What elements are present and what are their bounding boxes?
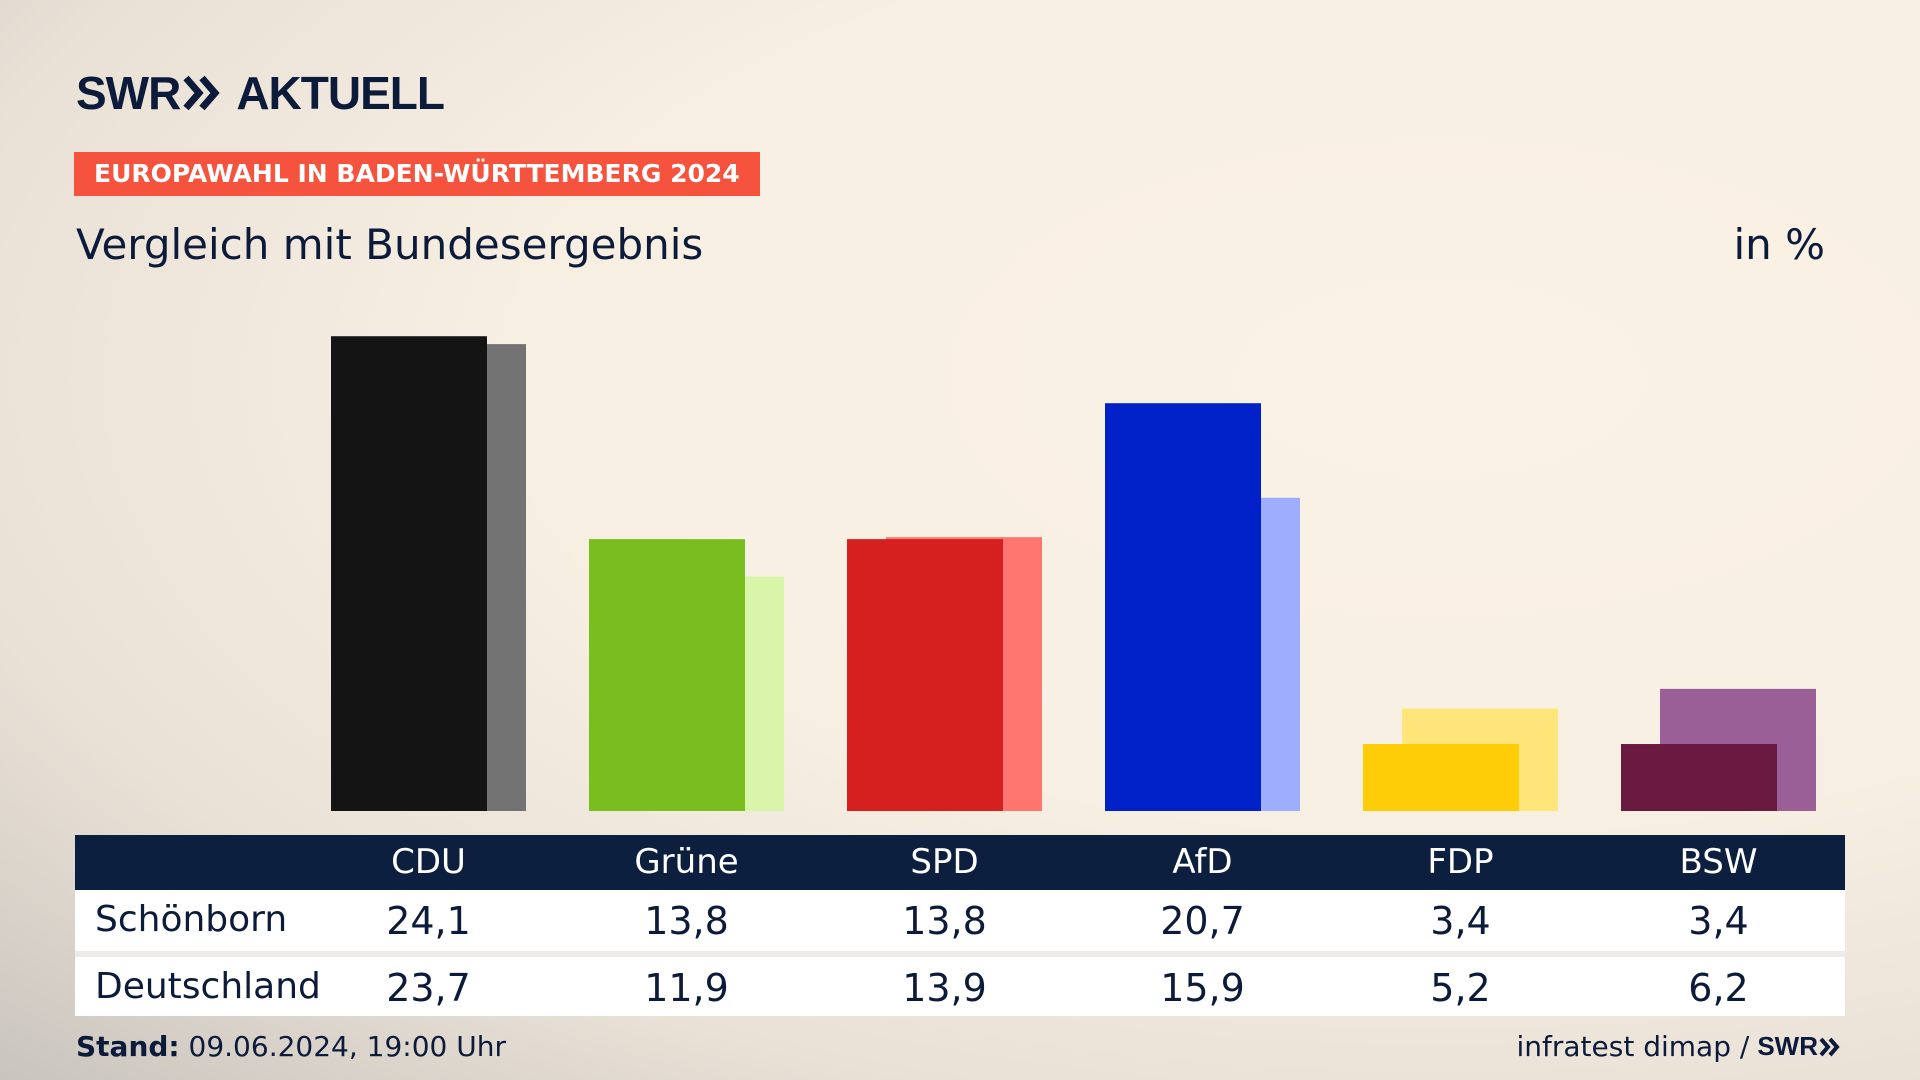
header-bsw: BSW xyxy=(1679,842,1758,882)
value-deutschland-gruene: 11,9 xyxy=(644,966,729,1010)
bar-schoenborn-afd xyxy=(1105,403,1261,811)
value-schoenborn-spd: 13,8 xyxy=(902,899,987,943)
header-spd: SPD xyxy=(910,842,979,882)
stand-label: Stand: xyxy=(76,1030,180,1063)
bar-schoenborn-gruene xyxy=(589,539,745,811)
timestamp: Stand: 09.06.2024, 19:00 Uhr xyxy=(76,1030,506,1063)
value-schoenborn-afd: 20,7 xyxy=(1160,899,1245,943)
logo-aktuell-text: AKTUELL xyxy=(236,67,445,119)
source-credit: infratest dimap / SWR xyxy=(1517,1030,1843,1063)
chart-subtitle: Vergleich mit Bundesergebnis xyxy=(76,220,704,269)
value-schoenborn-bsw: 3,4 xyxy=(1688,899,1749,943)
value-deutschland-bsw: 6,2 xyxy=(1688,966,1749,1010)
value-deutschland-fdp: 5,2 xyxy=(1430,966,1491,1010)
results-table: CDU Grüne SPD AfD FDP BSW Schönborn 24,1 13,8 1… xyxy=(75,835,1845,1016)
value-schoenborn-cdu: 24,1 xyxy=(386,899,471,943)
value-schoenborn-fdp: 3,4 xyxy=(1430,899,1491,943)
swr-aktuell-logo: SWR AKTUELL xyxy=(76,66,445,120)
table-row-schoenborn: Schönborn 24,1 13,8 13,8 20,7 3,4 3,4 xyxy=(75,890,1845,957)
row-label-schoenborn: Schönborn xyxy=(95,899,288,940)
bar-schoenborn-bsw xyxy=(1621,744,1777,811)
value-deutschland-afd: 15,9 xyxy=(1160,966,1245,1010)
unit-label: in % xyxy=(1733,220,1825,269)
header-fdp: FDP xyxy=(1427,842,1494,882)
value-deutschland-spd: 13,9 xyxy=(902,966,987,1010)
header-afd: AfD xyxy=(1172,842,1233,882)
value-schoenborn-gruene: 13,8 xyxy=(644,899,729,943)
row-label-deutschland: Deutschland xyxy=(95,966,321,1007)
stand-value: 09.06.2024, 19:00 Uhr xyxy=(188,1030,506,1063)
election-tag: EUROPAWAHL IN BADEN-WÜRTTEMBERG 2024 xyxy=(74,152,760,196)
small-double-chevron-icon xyxy=(1819,1037,1840,1056)
table-row-deutschland: Deutschland 23,7 11,9 13,9 15,9 5,2 6,2 xyxy=(75,957,1845,1016)
bar-schoenborn-cdu xyxy=(331,336,487,811)
source-swr-logo: SWR xyxy=(1757,1031,1818,1061)
double-chevron-icon xyxy=(183,75,220,111)
bar-schoenborn-fdp xyxy=(1363,744,1519,811)
bar-schoenborn-spd xyxy=(847,539,1003,811)
value-deutschland-cdu: 23,7 xyxy=(386,966,471,1010)
logo-swr-text: SWR xyxy=(76,67,181,119)
header-gruene: Grüne xyxy=(634,842,739,882)
table-header: CDU Grüne SPD AfD FDP BSW xyxy=(75,835,1845,890)
header-cdu: CDU xyxy=(391,842,466,882)
source-text: infratest dimap / xyxy=(1516,1030,1750,1063)
